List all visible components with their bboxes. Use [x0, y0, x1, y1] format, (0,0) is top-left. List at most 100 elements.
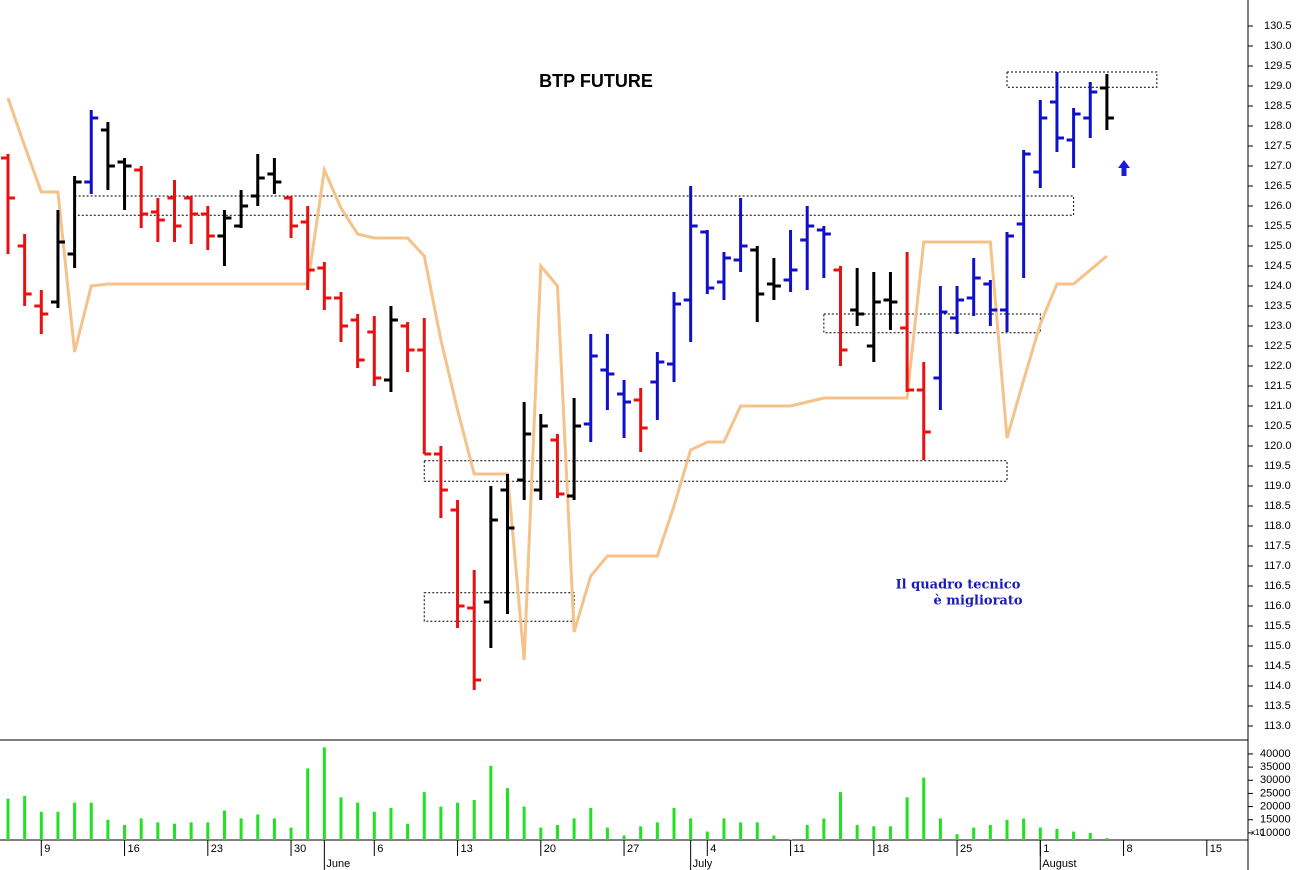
volume-bar	[988, 825, 992, 840]
x-tick-label: 16	[128, 843, 140, 855]
volume-bar	[1038, 827, 1042, 840]
y-tick-label: 123.0	[1264, 320, 1292, 332]
y-tick-label: 125.0	[1264, 240, 1292, 252]
volume-bar	[522, 806, 526, 840]
volume-bar	[73, 802, 77, 840]
volume-bar	[506, 788, 509, 840]
x-tick-label: 6	[377, 843, 383, 855]
volume-bar	[472, 800, 476, 840]
y-tick-label: 121.0	[1264, 400, 1292, 412]
volume-bar	[805, 825, 809, 840]
y-tick-label: 114.5	[1264, 660, 1291, 672]
volume-bar	[955, 834, 959, 840]
y-tick-label: 130.5	[1264, 20, 1292, 32]
volume-bar	[289, 827, 293, 840]
volume-bar	[822, 818, 826, 840]
y-tick-label: 130.0	[1264, 40, 1292, 52]
volume-bar	[605, 827, 609, 840]
volume-bar	[772, 835, 776, 840]
y-tick-label: 124.5	[1264, 260, 1292, 272]
volume-bar	[938, 818, 942, 840]
y-tick-label: 123.5	[1264, 300, 1292, 312]
y-tick-label: 129.0	[1264, 80, 1292, 92]
x-tick-label: 15	[1210, 843, 1222, 855]
volume-tick-label: 15000	[1260, 814, 1291, 826]
volume-bar	[356, 802, 360, 840]
x-tick-label: 20	[544, 843, 556, 855]
volume-bar	[23, 796, 27, 840]
support-zone	[74, 195, 1075, 216]
volume-bar	[239, 818, 243, 840]
volume-bar	[639, 826, 643, 840]
volume-bar	[439, 806, 443, 840]
volume-bar	[1088, 832, 1092, 840]
volume-bar	[539, 827, 543, 840]
y-tick-label: 120.5	[1264, 420, 1292, 432]
plot: 113.0 113.5 114.0 114.5 115.0 115.5 116.0 116.5…	[1, 20, 1292, 870]
volume-bar	[1005, 819, 1009, 840]
x-tick-label: 8	[1127, 843, 1133, 855]
volume-tick-label: 20000	[1260, 800, 1291, 812]
volume-bar	[422, 792, 426, 840]
volume-multiplier: x10	[1251, 828, 1264, 837]
y-tick-label: 117.0	[1264, 560, 1291, 572]
x-tick-label: 13	[461, 843, 473, 855]
y-tick-label: 125.5	[1264, 220, 1292, 232]
volume-bar	[555, 825, 559, 840]
volume-bar	[306, 768, 310, 840]
y-tick-label: 120.0	[1264, 440, 1292, 452]
y-tick-label: 126.5	[1264, 180, 1292, 192]
y-tick-label: 129.5	[1264, 60, 1292, 72]
x-tick-label: 23	[211, 843, 223, 855]
volume-bar	[622, 835, 626, 840]
volume-bar	[888, 826, 892, 840]
up-arrow	[1118, 160, 1130, 176]
volume-tick-label: 30000	[1260, 774, 1291, 786]
x-tick-label: 1	[1043, 843, 1049, 855]
support-zone	[423, 460, 1008, 482]
volume-bar	[922, 777, 926, 840]
y-tick-label: 122.0	[1264, 360, 1292, 372]
volume-bar	[56, 811, 60, 840]
volume-bar	[389, 807, 393, 840]
y-tick-label: 113.5	[1264, 700, 1291, 712]
volume-bar	[173, 823, 176, 840]
y-tick-label: 127.0	[1264, 160, 1292, 172]
volume-bar	[272, 818, 276, 840]
y-tick-label: 121.5	[1264, 380, 1292, 392]
volume-bar	[123, 825, 127, 840]
y-tick-label: 116.0	[1264, 600, 1291, 612]
volume-bar	[256, 814, 260, 840]
volume-bar	[789, 839, 793, 840]
x-tick-label: 9	[44, 843, 50, 855]
y-tick-label: 119.0	[1264, 480, 1291, 492]
indicator-line	[6, 97, 1108, 661]
volume-bar	[139, 818, 143, 840]
volume-bar	[972, 827, 976, 840]
y-tick-label: 115.0	[1264, 640, 1291, 652]
volume-bar	[1072, 831, 1076, 840]
volume-bar	[322, 747, 326, 840]
volume-bar	[489, 765, 493, 840]
volume-bar	[189, 822, 193, 840]
annotation: è migliorato	[933, 594, 1022, 609]
y-tick-label: 116.5	[1264, 580, 1291, 592]
volume-bar	[456, 802, 460, 840]
y-tick-label: 115.5	[1264, 620, 1291, 632]
month-label: August	[1042, 858, 1076, 870]
volume-bar	[89, 802, 93, 840]
y-tick-label: 128.5	[1264, 100, 1292, 112]
volume-bar	[206, 822, 210, 840]
volume-bar	[572, 818, 576, 840]
volume-bar	[39, 811, 43, 840]
volume-bar	[372, 811, 376, 840]
volume-tick-label: 25000	[1260, 787, 1291, 799]
volume-bar	[589, 807, 593, 840]
volume-bar	[106, 819, 110, 840]
volume-bar	[655, 822, 659, 840]
y-tick-label: 113.0	[1264, 720, 1291, 732]
volume-bar	[739, 822, 743, 840]
volume-bar	[839, 792, 842, 840]
volume-tick-label: 10000	[1260, 827, 1291, 839]
